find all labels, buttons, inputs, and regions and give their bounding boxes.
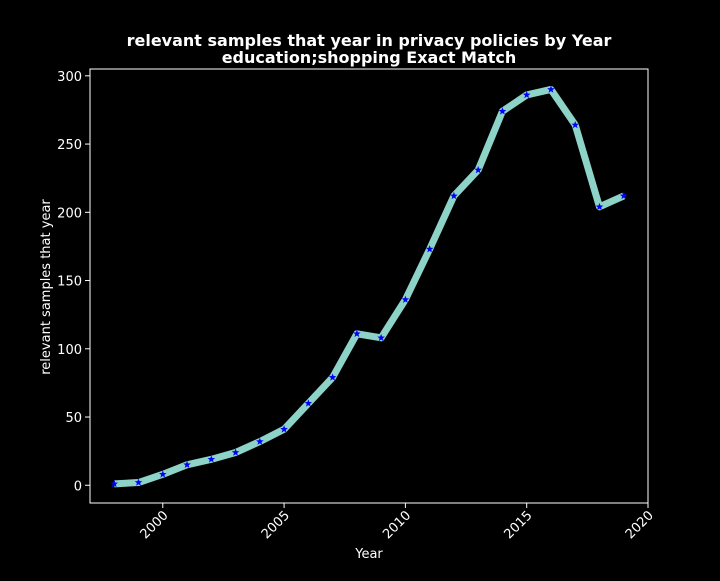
data-point-marker: [450, 191, 458, 200]
data-point-marker: [256, 437, 264, 445]
data-point-marker: [110, 479, 119, 488]
data-point-marker: [377, 333, 385, 342]
chart-subtitle: education;shopping Exact Match: [222, 48, 517, 67]
data-point-marker: [231, 448, 240, 456]
data-point-marker: [183, 460, 191, 469]
data-point-marker: [158, 470, 167, 478]
data-point-marker: [425, 245, 434, 253]
data-point-marker: [304, 399, 313, 407]
series-line-layer: [114, 85, 626, 488]
y-tick-label: 300: [57, 70, 82, 85]
y-tick-label: 100: [57, 343, 82, 358]
data-point-marker: [522, 90, 531, 99]
data-point-marker: [280, 425, 288, 433]
y-tick-label: 150: [57, 275, 82, 290]
y-tick-label: 50: [65, 411, 82, 426]
y-tick-label: 250: [57, 138, 82, 153]
y-tick-label: 200: [57, 206, 82, 221]
data-point-marker: [498, 107, 507, 115]
data-point-marker: [134, 478, 143, 486]
data-point-marker: [571, 120, 580, 129]
data-point-marker: [401, 295, 410, 303]
series-line: [114, 85, 626, 488]
data-point-marker: [547, 85, 555, 93]
data-point-marker: [207, 455, 216, 463]
data-point-marker: [474, 165, 482, 174]
plot-frame: [89, 68, 649, 504]
y-tick-label: 0: [74, 479, 82, 494]
x-axis-label: Year: [354, 547, 383, 562]
y-axis-label: relevant samples that year: [39, 199, 54, 375]
chart-title: relevant samples that year in privacy po…: [127, 31, 612, 50]
data-point-marker: [595, 202, 604, 211]
data-point-marker: [328, 373, 337, 381]
data-point-marker: [353, 329, 361, 337]
data-point-marker: [619, 191, 628, 200]
markers-layer: [110, 85, 628, 488]
